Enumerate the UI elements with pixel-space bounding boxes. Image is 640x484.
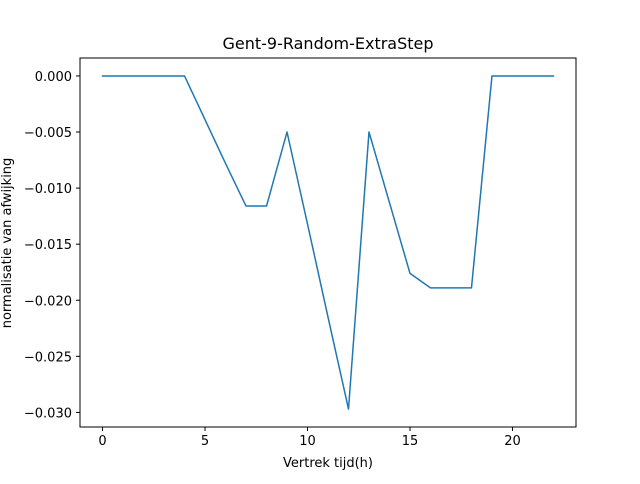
plot-area (79, 57, 577, 428)
x-tick-label: 0 (98, 434, 106, 449)
x-tick-label: 10 (299, 434, 316, 449)
axis-ticks: 0 5 10 15 20 0.000 −0.005 −0.010 −0.015 −0.020 −0.… (24, 70, 521, 449)
x-tick-label: 20 (504, 434, 521, 449)
y-tick-label: −0.030 (24, 406, 72, 421)
y-tick-label: −0.020 (24, 294, 72, 309)
axes-frame (79, 57, 577, 428)
x-tick-label: 5 (201, 434, 209, 449)
x-axis-label: Vertrek tijd(h) (283, 456, 373, 471)
y-axis-label: normalisatie van afwijking (0, 158, 15, 329)
series-line-0 (101, 75, 555, 410)
y-tick-label: −0.005 (24, 126, 72, 141)
y-tick-label: −0.015 (24, 238, 72, 253)
chart-labels: Gent-9-Random-ExtraStep Vertrek tijd(h) … (0, 34, 434, 471)
y-tick-label: −0.010 (24, 182, 72, 197)
y-tick-label: 0.000 (35, 70, 72, 85)
chart-title: Gent-9-Random-ExtraStep (222, 34, 433, 53)
y-tick-label: −0.025 (24, 350, 72, 365)
x-tick-label: 15 (402, 434, 419, 449)
